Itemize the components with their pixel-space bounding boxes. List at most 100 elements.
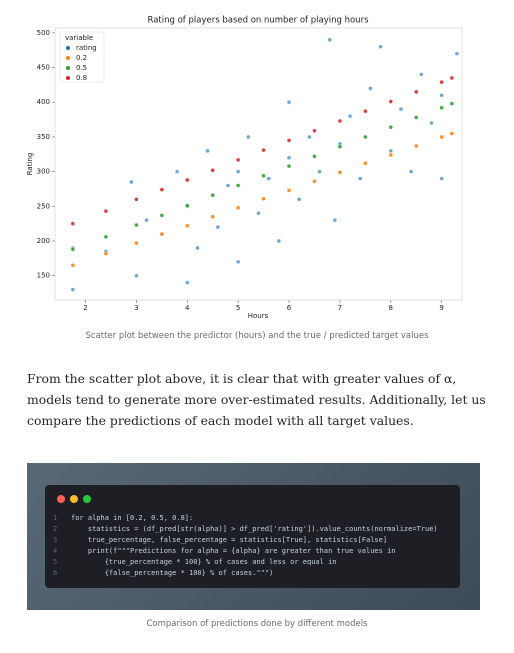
legend-label: 0.2 bbox=[76, 54, 87, 62]
point bbox=[388, 99, 393, 104]
point bbox=[174, 169, 180, 174]
line-number: 2 bbox=[53, 525, 58, 533]
point bbox=[297, 197, 302, 202]
code: 1 for alpha in [0.2, 0.5, 0.8]: 2 statisti… bbox=[53, 513, 438, 579]
point bbox=[312, 154, 317, 159]
point bbox=[134, 222, 139, 228]
point bbox=[261, 196, 266, 201]
legend-marker bbox=[66, 56, 70, 60]
window-dot bbox=[57, 495, 65, 503]
window-dot bbox=[83, 495, 91, 503]
point bbox=[358, 176, 363, 181]
point bbox=[454, 51, 460, 56]
y-tick-label: 350 bbox=[37, 133, 50, 141]
paragraph: From the scatter plot above, it is clear… bbox=[27, 371, 486, 428]
point bbox=[185, 177, 190, 183]
point bbox=[449, 75, 455, 81]
point bbox=[363, 109, 368, 114]
point bbox=[439, 176, 444, 181]
y-tick-label: 450 bbox=[37, 64, 50, 72]
point bbox=[286, 188, 292, 193]
point bbox=[246, 134, 251, 140]
point bbox=[103, 234, 109, 240]
code-line: 1 for alpha in [0.2, 0.5, 0.8]: bbox=[53, 513, 438, 524]
x-tick-label: 4 bbox=[185, 304, 190, 312]
y-tick-label: 300 bbox=[37, 168, 50, 176]
point bbox=[261, 173, 266, 178]
legend-title: variable bbox=[65, 34, 93, 42]
point bbox=[378, 44, 383, 49]
point bbox=[439, 79, 444, 85]
point bbox=[159, 187, 165, 192]
point bbox=[195, 245, 200, 251]
point bbox=[185, 280, 190, 285]
point bbox=[70, 247, 76, 252]
point bbox=[185, 223, 190, 228]
point bbox=[317, 169, 322, 174]
code-line: 2 statistics = (df_pred[str(alpha)] > df… bbox=[53, 524, 438, 535]
x-tick-label: 5 bbox=[236, 304, 240, 312]
point bbox=[286, 163, 292, 169]
y-tick-label: 150 bbox=[37, 272, 50, 280]
point bbox=[70, 221, 76, 226]
y-tick-label: 500 bbox=[37, 29, 50, 37]
point bbox=[276, 238, 282, 244]
line-number: 3 bbox=[53, 536, 58, 544]
chart: Rating of players based on number of pla… bbox=[26, 16, 463, 320]
point bbox=[414, 115, 419, 120]
point bbox=[414, 143, 419, 149]
code-text: print(f"""Predictions for alpha = {alpha… bbox=[71, 547, 396, 555]
point bbox=[439, 134, 444, 140]
x-tick-label: 9 bbox=[439, 304, 443, 312]
point bbox=[337, 170, 343, 175]
point bbox=[210, 168, 215, 173]
point bbox=[337, 118, 343, 124]
x-tick-label: 7 bbox=[338, 304, 342, 312]
point bbox=[337, 144, 343, 149]
x-axis-label: Hours bbox=[248, 312, 269, 320]
legend-marker bbox=[66, 46, 70, 50]
point bbox=[388, 125, 393, 130]
line-number: 1 bbox=[53, 514, 58, 522]
point bbox=[103, 251, 109, 256]
x-tick-label: 8 bbox=[389, 304, 393, 312]
point bbox=[210, 214, 215, 219]
point bbox=[159, 213, 165, 218]
point bbox=[312, 179, 317, 184]
code-line: 3 true_percentage, false_percentage = st… bbox=[53, 535, 438, 546]
point bbox=[134, 273, 139, 278]
y-tick-label: 250 bbox=[37, 202, 50, 210]
point bbox=[129, 179, 134, 185]
code-text: statistics = (df_pred[str(alpha)] > df_p… bbox=[71, 525, 438, 533]
figure-caption: Scatter plot between the predictor (hour… bbox=[85, 331, 429, 341]
y-tick-label: 200 bbox=[37, 237, 50, 245]
code-line: 4 print(f"""Predictions for alpha = {alp… bbox=[53, 546, 438, 557]
point bbox=[159, 231, 165, 237]
point bbox=[235, 169, 241, 174]
point bbox=[286, 138, 292, 143]
point bbox=[388, 152, 393, 158]
code-image: 1 for alpha in [0.2, 0.5, 0.8]: 2 statisti… bbox=[27, 463, 480, 610]
point bbox=[70, 287, 76, 292]
point bbox=[449, 101, 455, 106]
code-text: {false_percentage * 100} % of cases.""") bbox=[71, 569, 274, 577]
point bbox=[408, 169, 414, 174]
point bbox=[286, 100, 292, 105]
point bbox=[235, 259, 241, 265]
window-dot bbox=[70, 495, 78, 503]
point bbox=[307, 134, 312, 140]
code-text: true_percentage, false_percentage = stat… bbox=[71, 536, 388, 544]
point bbox=[439, 105, 444, 110]
legend-box bbox=[59, 31, 105, 83]
plot-area bbox=[54, 27, 463, 301]
point bbox=[225, 183, 231, 188]
point bbox=[398, 106, 404, 112]
point bbox=[312, 128, 317, 133]
line-number: 6 bbox=[53, 569, 58, 577]
x-tick-label: 2 bbox=[83, 304, 87, 312]
point bbox=[256, 211, 261, 216]
line-number: 4 bbox=[53, 547, 58, 555]
point bbox=[449, 131, 455, 136]
point bbox=[210, 193, 215, 198]
